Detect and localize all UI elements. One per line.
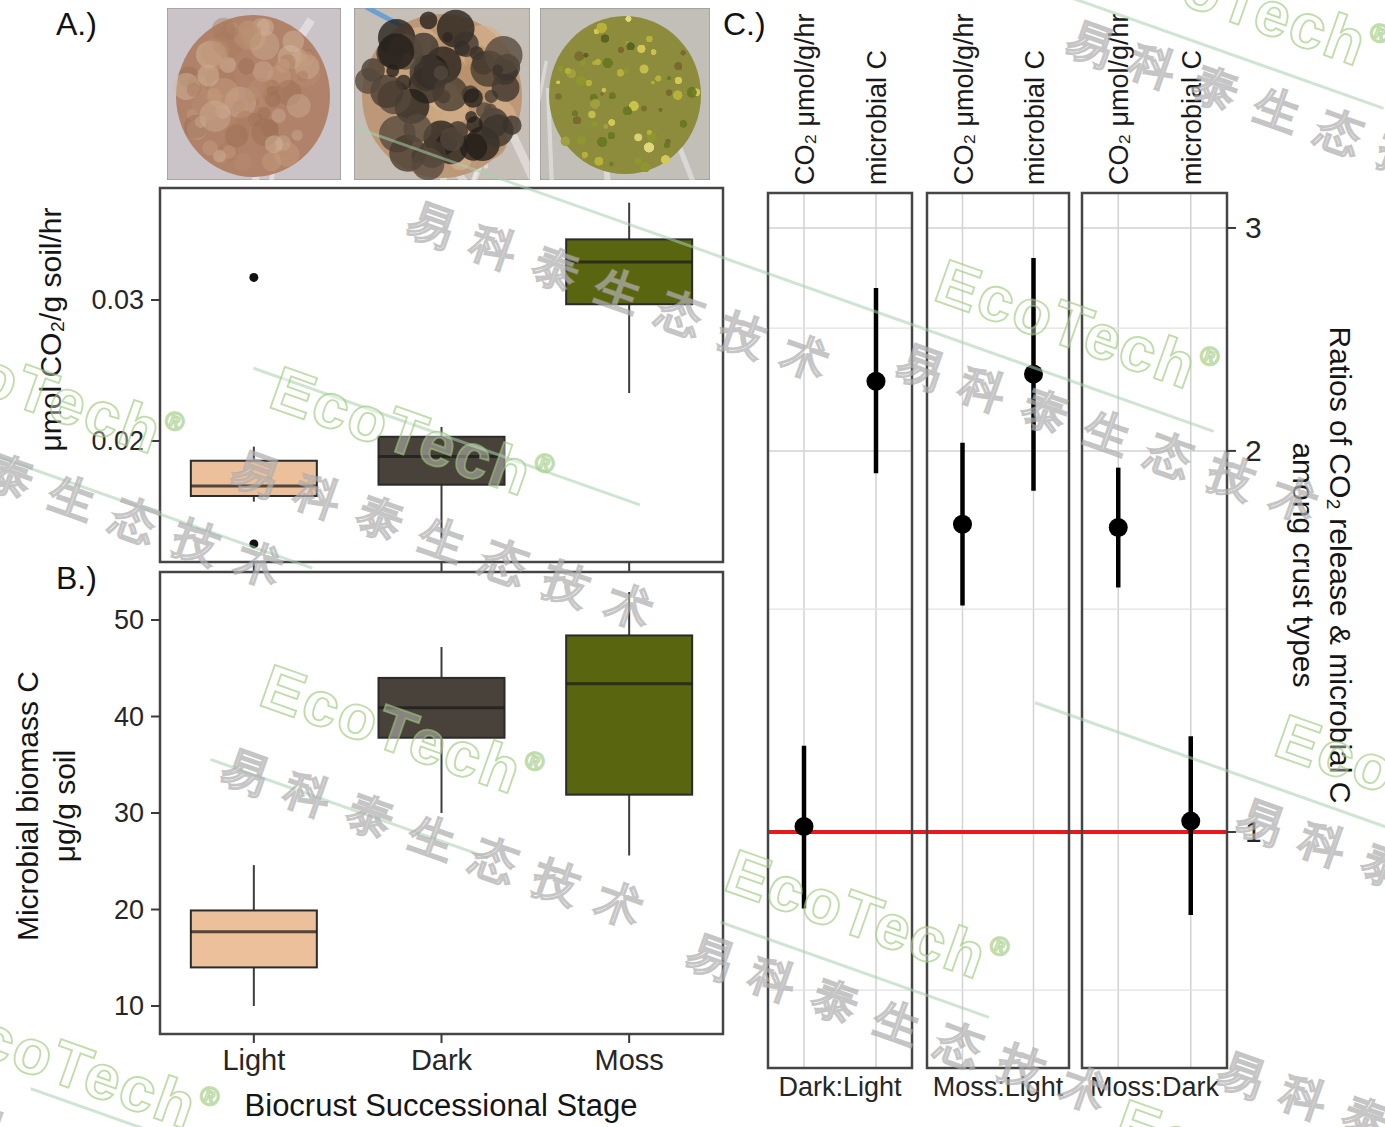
panel-c-facet-label-2: Moss:Dark: [1090, 1072, 1220, 1102]
panel-c-column-label-2-0: CO₂ μmol/g/hr: [1104, 13, 1134, 185]
panel-b-y-tick-label-50: 50: [114, 605, 144, 635]
panel-c-point-2-1: [1181, 812, 1200, 831]
panel-c-facet-label-0: Dark:Light: [778, 1072, 902, 1102]
panel-c-y-tick-label-2: 2: [1245, 434, 1262, 467]
panel-c-right-axis-title: Ratios of CO₂ release & microbial C amon…: [1285, 215, 1359, 915]
panel-a-outlier-light-1: [249, 539, 258, 548]
panel-c-label: C.): [723, 6, 766, 43]
panel-c-right-axis-title-line2: among crust types: [1285, 215, 1322, 915]
panel-c-y-tick-label-3: 3: [1245, 211, 1262, 244]
figure-root: 0.02 0.03 10 20 30 40 50 Light Dark Moss Dark:Ligh…: [0, 0, 1385, 1127]
panel-a-y-tick-label-0.03: 0.03: [91, 285, 144, 315]
panel-c-column-label-1-0: CO₂ μmol/g/hr: [949, 13, 979, 185]
panel-c-facet-label-1: Moss:Light: [933, 1072, 1064, 1102]
panel-b-y-tick-label-20: 20: [114, 895, 144, 925]
panel-c-column-label-1-1: microbial C: [1020, 50, 1050, 185]
panel-b-box-light: [191, 910, 317, 967]
panel-c-right-axis-title-line1: Ratios of CO₂ release & microbial C: [1322, 215, 1359, 915]
panel-b-y-axis-title: Microbial biomass C μg/g soil: [9, 506, 83, 1106]
panel-c-point-2-0: [1109, 518, 1128, 537]
panel-a-y-tick-label-0.02: 0.02: [91, 426, 144, 456]
panel-a-box-light: [191, 461, 317, 496]
panel-c-border-1: [927, 193, 1069, 1068]
panel-c-border-0: [768, 193, 912, 1068]
panel-b-category-label-light: Light: [222, 1044, 285, 1076]
panel-c-column-label-0-1: microbial C: [862, 50, 892, 185]
panel-c-column-label-0-0: CO₂ μmol/g/hr: [790, 13, 820, 185]
charts-canvas: 0.02 0.03 10 20 30 40 50 Light Dark Moss Dark:Ligh…: [0, 0, 1385, 1127]
panel-c-point-0-0: [795, 817, 814, 836]
panel-c-point-1-1: [1024, 365, 1043, 384]
panel-a-box-dark: [379, 437, 505, 485]
panel-b-y-tick-label-30: 30: [114, 798, 144, 828]
panel-a-outlier-light-0: [249, 273, 258, 282]
panel-b-x-axis-title: Biocrust Successional Stage: [141, 1087, 741, 1124]
panel-c-border-2: [1082, 193, 1227, 1068]
panel-b-y-axis-title-line1: Microbial biomass C: [9, 506, 46, 1106]
panel-b-category-label-moss: Moss: [595, 1044, 664, 1076]
panel-b-category-label-dark: Dark: [411, 1044, 473, 1076]
panel-c-column-label-2-1: microbial C: [1177, 50, 1207, 185]
panel-c-point-0-1: [867, 372, 886, 391]
panel-b-y-tick-label-40: 40: [114, 702, 144, 732]
panel-c-point-1-0: [953, 515, 972, 534]
panel-c-y-tick-label-1: 1: [1245, 815, 1262, 848]
panel-b-box-moss: [566, 635, 692, 794]
panel-b-y-axis-title-line2: μg/g soil: [46, 506, 83, 1106]
panel-b-y-tick-label-10: 10: [114, 991, 144, 1021]
panel-a-box-moss: [566, 239, 692, 304]
